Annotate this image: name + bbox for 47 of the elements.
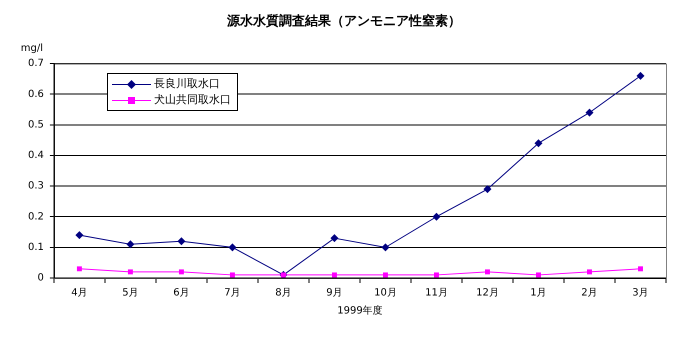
point	[536, 272, 541, 278]
x-tick-label: 3月	[632, 288, 649, 299]
point	[432, 212, 440, 221]
point	[128, 269, 133, 274]
y-tick-label: 0.5	[28, 119, 44, 130]
y-tick-label: 0.7	[28, 58, 44, 70]
y-tick-label: 0.2	[28, 211, 44, 222]
x-tick-label: 9月	[326, 288, 343, 299]
y-axis-title: mg/l	[20, 43, 44, 54]
point	[484, 269, 490, 274]
point	[636, 72, 644, 80]
point	[126, 240, 134, 248]
legend-label: 長良川取水口	[154, 76, 220, 92]
y-tick-label: 0.3	[28, 180, 44, 192]
y-tick-label: 0.1	[28, 242, 44, 253]
point	[381, 243, 390, 252]
y-tick-label: 0.6	[28, 88, 44, 100]
x-tick-label: 4月	[71, 288, 88, 299]
x-tick-label: 1月	[530, 288, 547, 299]
point	[332, 272, 337, 278]
x-tick-label: 2月	[581, 288, 598, 299]
x-tick-label: 5月	[122, 288, 139, 299]
x-axis-title: 1999年度	[337, 304, 383, 317]
point	[228, 243, 236, 252]
x-tick-label: 12月	[476, 288, 499, 299]
chart-title: 源水水質調査結果（アンモニア性窒素）	[226, 13, 461, 30]
x-tick-label: 10月	[374, 288, 397, 299]
y-tick-label: 0.4	[28, 150, 44, 162]
x-tick-label: 7月	[224, 288, 241, 299]
point	[230, 272, 235, 278]
point	[330, 234, 338, 242]
point	[585, 108, 594, 117]
point	[587, 269, 592, 274]
x-tick-label: 8月	[275, 288, 292, 299]
legend-label: 犬山共同取水口	[154, 92, 231, 108]
point	[382, 272, 388, 278]
x-tick-label: 11月	[425, 288, 448, 299]
point	[178, 269, 184, 274]
point	[177, 237, 186, 246]
point	[434, 272, 439, 278]
point	[75, 231, 84, 240]
y-tick-label: 0	[38, 272, 44, 284]
point	[76, 266, 82, 272]
point	[483, 185, 492, 194]
point	[638, 266, 643, 272]
x-tick-label: 6月	[173, 288, 190, 299]
point	[534, 139, 542, 148]
